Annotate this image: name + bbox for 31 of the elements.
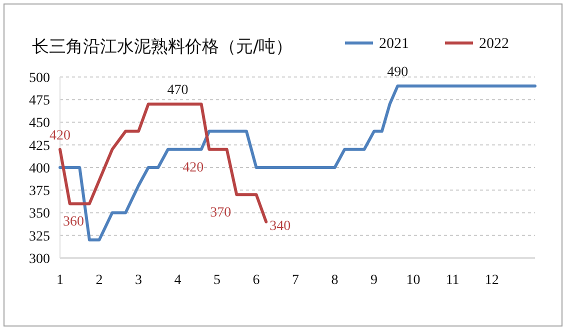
annotation: 470	[167, 83, 188, 98]
annotation: 490	[387, 65, 408, 80]
legend-label: 2022	[479, 36, 509, 52]
x-tick-label: 10	[406, 273, 420, 288]
x-tick-label: 1	[56, 273, 64, 288]
x-tick-label: 3	[135, 273, 142, 288]
x-tick-label: 12	[484, 273, 499, 288]
x-tick-label: 8	[331, 273, 338, 288]
annotation: 420	[182, 160, 204, 176]
annotation: 370	[210, 206, 232, 221]
x-tick-label: 11	[446, 273, 460, 288]
annotation: 340	[270, 218, 291, 234]
x-tick-label: 5	[214, 273, 221, 288]
x-tick-label: 7	[292, 273, 300, 288]
x-tick-label: 6	[252, 273, 260, 288]
y-tick-label: 450	[29, 116, 50, 132]
y-tick-label: 500	[29, 70, 50, 86]
legend-label: 2021	[379, 36, 409, 52]
y-tick-label: 325	[29, 229, 50, 244]
annotation: 360	[62, 214, 84, 230]
y-tick-label: 475	[29, 94, 50, 109]
y-tick-label: 425	[29, 138, 50, 154]
x-tick-label: 9	[370, 273, 378, 288]
y-tick-label: 400	[29, 161, 50, 176]
y-tick-label: 350	[29, 206, 50, 222]
x-tick-label: 2	[96, 273, 103, 288]
annotation: 420	[50, 128, 70, 144]
y-tick-label: 375	[29, 184, 50, 200]
x-tick-label: 4	[174, 273, 182, 288]
y-tick-label: 300	[29, 252, 50, 267]
chart-title: 长三角沿江水泥熟料价格（元/吨）	[32, 37, 293, 57]
